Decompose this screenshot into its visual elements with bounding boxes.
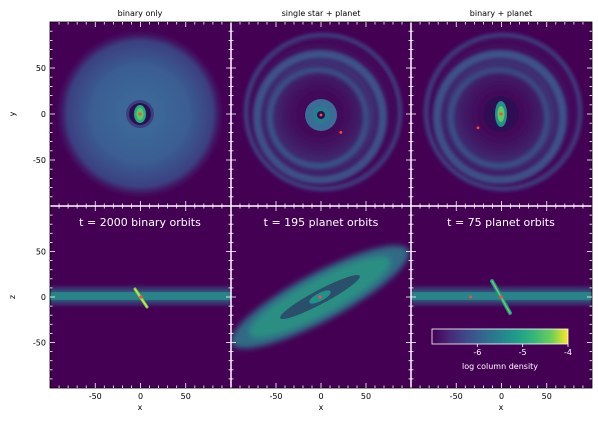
star-marker bbox=[138, 112, 142, 116]
x-tick-label: 50 bbox=[542, 392, 552, 401]
y-tick-label: -50 bbox=[33, 339, 46, 348]
axis-ticks bbox=[50, 22, 592, 388]
time-label-3: t = 75 planet orbits bbox=[447, 216, 555, 229]
x-tick-label: -50 bbox=[450, 392, 463, 401]
colorbar-tick-label: -4 bbox=[564, 348, 572, 357]
colorbar-tick-label: -6 bbox=[473, 348, 481, 357]
y-tick-label: 50 bbox=[36, 64, 46, 73]
x-tick-label: -50 bbox=[269, 392, 282, 401]
planet-marker bbox=[339, 131, 343, 134]
x-axis-label-2: x bbox=[319, 403, 324, 412]
disc-image-bottom-right bbox=[411, 279, 592, 315]
colorbar: -6 -5 -4 log column density bbox=[431, 328, 572, 371]
colorbar-gradient bbox=[431, 328, 569, 345]
star-marker bbox=[499, 295, 503, 299]
disc-image-top-left bbox=[54, 28, 226, 200]
planet-marker bbox=[469, 295, 473, 299]
colorbar-tick-label: -5 bbox=[519, 348, 527, 357]
y-axis-label-top: y bbox=[8, 111, 17, 116]
time-label-2: t = 195 planet orbits bbox=[264, 216, 379, 229]
x-tick-label: 0 bbox=[138, 392, 143, 401]
x-tick-label: 0 bbox=[499, 392, 504, 401]
star-marker bbox=[499, 112, 503, 116]
column-title-2: single star + planet bbox=[282, 9, 361, 18]
disc-image-top-middle bbox=[234, 28, 406, 200]
x-tick-label: -50 bbox=[89, 392, 102, 401]
y-axis-label-bottom: z bbox=[8, 295, 17, 299]
star-marker bbox=[139, 295, 143, 299]
time-label-1: t = 2000 binary orbits bbox=[79, 216, 201, 229]
star-marker bbox=[318, 295, 322, 299]
x-tick-label: 50 bbox=[361, 392, 371, 401]
x-tick-label: 0 bbox=[318, 392, 323, 401]
y-tick-label: 50 bbox=[36, 248, 46, 257]
planet-marker bbox=[476, 126, 480, 130]
star-marker bbox=[319, 113, 323, 117]
planet-markers bbox=[339, 126, 480, 299]
axis-tick-labels: -50 0 50 -50 0 50 -50 0 50 50 0 -50 50 0 -50 bbox=[33, 64, 552, 401]
disc-image-top-right bbox=[415, 28, 587, 200]
y-tick-label: 0 bbox=[41, 293, 46, 302]
disc-image-bottom-middle bbox=[231, 245, 410, 349]
disc-image-bottom-left bbox=[50, 286, 231, 309]
y-tick-label: 0 bbox=[41, 110, 46, 119]
column-title-3: binary + planet bbox=[470, 9, 532, 18]
y-tick-label: -50 bbox=[33, 156, 46, 165]
x-axis-label-1: x bbox=[138, 403, 143, 412]
x-tick-label: 50 bbox=[181, 392, 191, 401]
column-title-1: binary only bbox=[118, 9, 163, 18]
x-axis-label-3: x bbox=[499, 403, 504, 412]
colorbar-label: log column density bbox=[462, 362, 538, 371]
